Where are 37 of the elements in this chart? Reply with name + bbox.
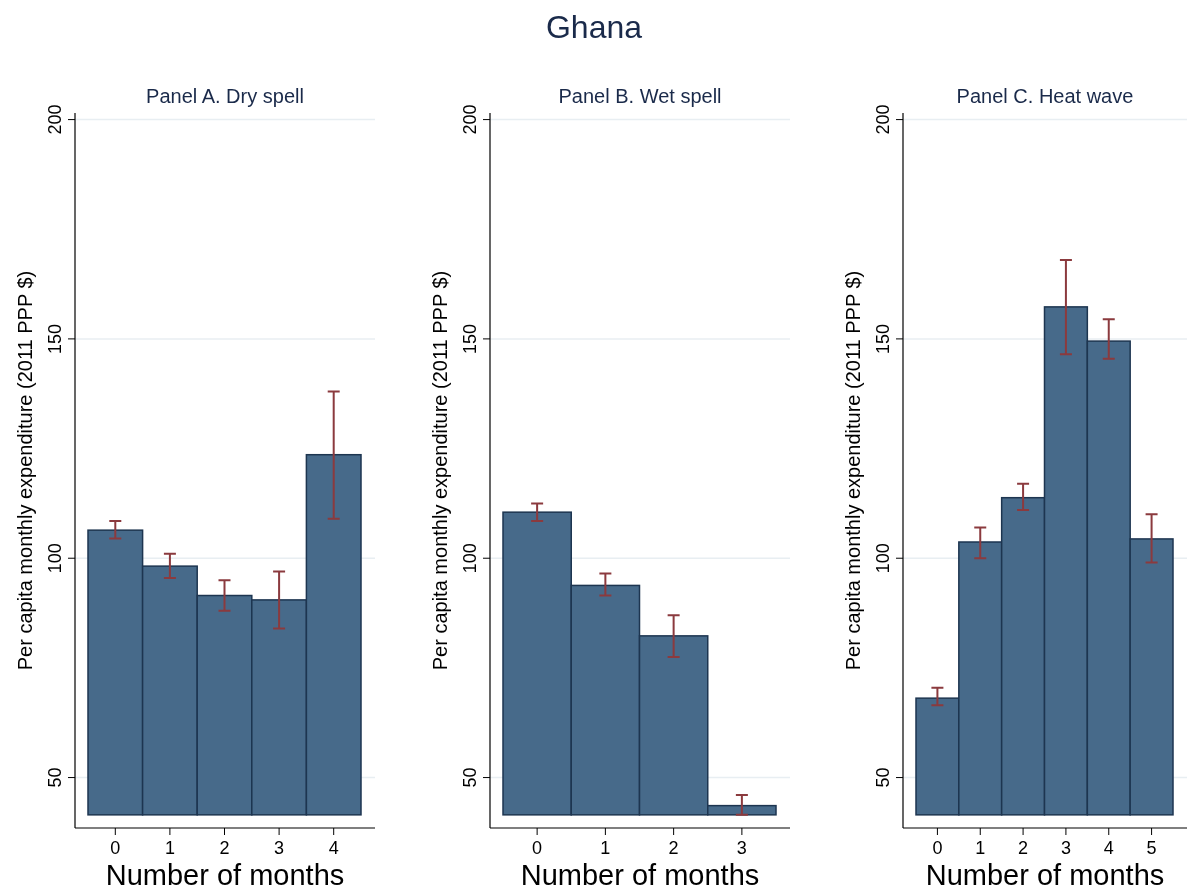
y-tick-label: 50: [45, 767, 65, 788]
text: Ghana: [545, 9, 643, 45]
y-tick-label: 150: [873, 323, 893, 354]
x-axis-title: Number of months: [925, 859, 1165, 890]
y-tick-label: 200: [873, 104, 893, 135]
y-axis-title: Per capita monthly expenditure (2011 PPP $): [14, 270, 36, 671]
y-tick-label: 200: [460, 104, 480, 135]
x-tick-label: 5: [1146, 838, 1157, 858]
y-tick-label: 100: [460, 543, 480, 574]
x-tick-label: 1: [600, 838, 611, 858]
x-tick-label: 3: [736, 838, 747, 858]
x-tick-label: 1: [164, 838, 175, 858]
y-tick-label: 150: [460, 323, 480, 354]
x-axis-title: Number of months: [520, 859, 760, 890]
x-tick-label: 2: [219, 838, 230, 858]
y-axis-title: Per capita monthly expenditure (2011 PPP $): [842, 270, 864, 671]
y-tick-label: 100: [873, 543, 893, 574]
x-tick-label: 0: [932, 838, 943, 858]
y-tick-label: 100: [45, 543, 65, 574]
x-tick-label: 0: [532, 838, 543, 858]
chart-title: Panel C. Heat wave: [956, 85, 1134, 107]
chart-title: Panel B. Wet spell: [558, 85, 722, 107]
x-tick-label: 1: [975, 838, 986, 858]
x-tick-label: 2: [668, 838, 679, 858]
y-axis-title: Per capita monthly expenditure (2011 PPP $): [429, 270, 451, 671]
x-axis-title: Number of months: [105, 859, 345, 890]
x-tick-label: 3: [1060, 838, 1071, 858]
x-tick-label: 4: [1103, 838, 1114, 858]
x-tick-label: 3: [274, 838, 285, 858]
x-tick-label: 2: [1018, 838, 1029, 858]
y-tick-label: 200: [45, 104, 65, 135]
y-tick-label: 50: [460, 767, 480, 788]
chart-title: Panel A. Dry spell: [146, 85, 304, 107]
x-tick-label: 0: [110, 838, 121, 858]
y-tick-label: 50: [873, 767, 893, 788]
x-tick-label: 4: [328, 838, 339, 858]
y-tick-label: 150: [45, 323, 65, 354]
